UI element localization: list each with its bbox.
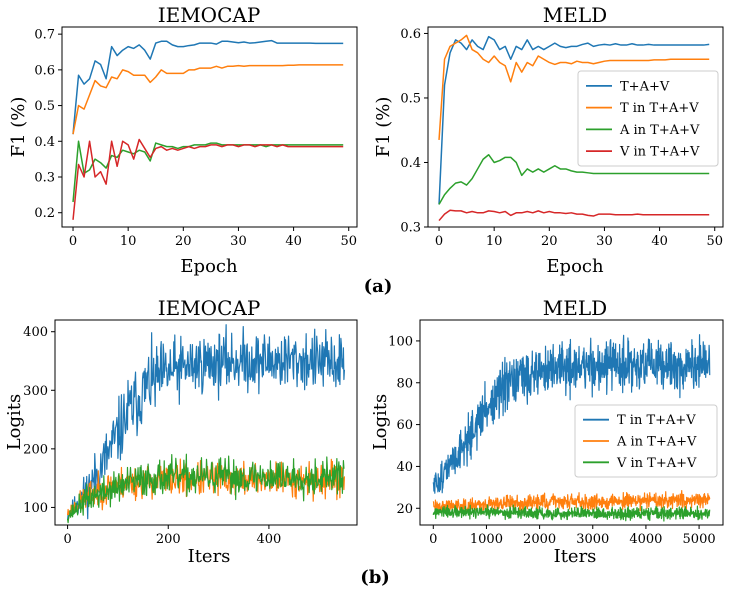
- axes-frame: [61, 26, 358, 228]
- x-tick-label: 400: [257, 532, 282, 547]
- series-line-t-a-v: [72, 39, 344, 135]
- series-line-v-in-t-a-v: [438, 209, 710, 222]
- x-tick-label: 2000: [523, 532, 556, 547]
- y-tick-label: 300: [23, 384, 48, 399]
- series-line-v-in-t-a-v: [432, 504, 711, 522]
- x-tick-label: 0: [435, 234, 443, 249]
- legend-label: T+A+V: [620, 79, 670, 94]
- panel-a-iemocap: IEMOCAP 0 10 20 30 40 50 0.2 0.3 0.4 0.5 0.6 0.7 Ep…: [8, 3, 358, 277]
- series-line-t-in-t-a-v: [432, 334, 711, 494]
- series-line-t-in-t-a-v: [66, 324, 346, 520]
- legend-label: T in T+A+V: [617, 413, 696, 428]
- x-tick-label: 5000: [683, 532, 716, 547]
- axes-frame: [427, 26, 724, 228]
- x-axis-label: Epoch: [180, 256, 238, 277]
- x-tick-label: 0: [69, 234, 77, 249]
- x-tick-label: 20: [541, 234, 558, 249]
- caption-a: (a): [364, 276, 393, 297]
- series-line-t-in-t-a-v: [438, 34, 710, 140]
- y-tick-label: 100: [388, 334, 413, 349]
- series-line-v-in-t-a-v: [72, 138, 344, 220]
- chart-title: IEMOCAP: [158, 296, 261, 320]
- x-axis-label: Epoch: [546, 256, 604, 277]
- legend: T in T+A+V A in T+A+V V in T+A+V: [574, 404, 718, 478]
- caption-b: (b): [360, 567, 390, 588]
- x-tick-label: 10: [486, 234, 503, 249]
- x-tick-label: 3000: [576, 532, 609, 547]
- y-tick-label: 80: [396, 376, 413, 391]
- chart-title: IEMOCAP: [158, 3, 261, 27]
- panel-b-meld: MELD 0 1000 2000 3000 4000 5000 20 40 60 80 100 T i…: [370, 296, 724, 567]
- x-axis-label: Iters: [554, 546, 597, 567]
- y-tick-label: 0.4: [34, 135, 55, 150]
- y-axis-label: F1 (%): [8, 97, 29, 158]
- series-line-a-in-t-a-v: [432, 490, 711, 515]
- series-line-t-a-v: [438, 35, 710, 205]
- x-tick-label: 20: [175, 234, 192, 249]
- y-tick-label: 0.4: [400, 156, 421, 171]
- legend: T+A+V T in T+A+V A in T+A+V V in T+A+V: [577, 70, 719, 167]
- series-line-a-in-t-a-v: [438, 153, 710, 205]
- y-tick-label: 400: [23, 325, 48, 340]
- x-tick-label: 30: [230, 234, 247, 249]
- y-tick-label: 20: [396, 502, 413, 517]
- y-axis-label: Logits: [370, 394, 391, 451]
- y-axis-label: F1 (%): [373, 97, 394, 158]
- x-tick-label: 40: [651, 234, 668, 249]
- y-axis-label: Logits: [4, 394, 25, 451]
- y-tick-label: 0.6: [400, 27, 421, 42]
- y-tick-label: 0.5: [34, 99, 55, 114]
- series-line-v-in-t-a-v: [66, 453, 345, 524]
- y-tick-label: 0.5: [400, 91, 421, 106]
- x-tick-label: 50: [706, 234, 723, 249]
- y-tick-label: 0.6: [34, 63, 55, 78]
- y-tick-label: 0.7: [34, 28, 55, 43]
- x-tick-label: 0: [429, 532, 437, 547]
- y-tick-label: 60: [396, 418, 413, 433]
- legend-label: A in T+A+V: [619, 123, 700, 138]
- y-tick-label: 0.2: [34, 206, 55, 221]
- panel-a-meld: MELD 0 10 20 30 40 50 0.3 0.4 0.5 0.6 T+A+V T in T+…: [373, 3, 724, 277]
- axes-frame: [419, 319, 724, 526]
- x-tick-label: 1000: [470, 532, 503, 547]
- x-tick-label: 0: [63, 532, 71, 547]
- series-line-t-in-t-a-v: [72, 64, 344, 135]
- axes-frame: [54, 319, 358, 526]
- x-tick-label: 40: [285, 234, 302, 249]
- legend-label: T in T+A+V: [620, 101, 699, 116]
- panel-b-iemocap: IEMOCAP 0 200 400 100 200 300 400 Iters Logits: [4, 296, 358, 567]
- x-tick-label: 4000: [629, 532, 662, 547]
- y-tick-label: 0.3: [400, 221, 421, 236]
- y-tick-label: 100: [23, 501, 48, 516]
- legend-label: V in T+A+V: [619, 145, 700, 160]
- x-axis-label: Iters: [188, 546, 231, 567]
- chart-title: MELD: [543, 3, 607, 27]
- legend-label: V in T+A+V: [616, 456, 697, 471]
- chart-title: MELD: [543, 296, 607, 320]
- x-tick-label: 200: [156, 532, 181, 547]
- x-tick-label: 50: [340, 234, 357, 249]
- legend-label: A in T+A+V: [616, 435, 697, 450]
- y-tick-label: 200: [23, 442, 48, 457]
- series-line-a-in-t-a-v: [72, 140, 344, 203]
- y-tick-label: 40: [396, 460, 413, 475]
- x-tick-label: 10: [120, 234, 137, 249]
- x-tick-label: 30: [596, 234, 613, 249]
- y-tick-label: 0.3: [34, 171, 55, 186]
